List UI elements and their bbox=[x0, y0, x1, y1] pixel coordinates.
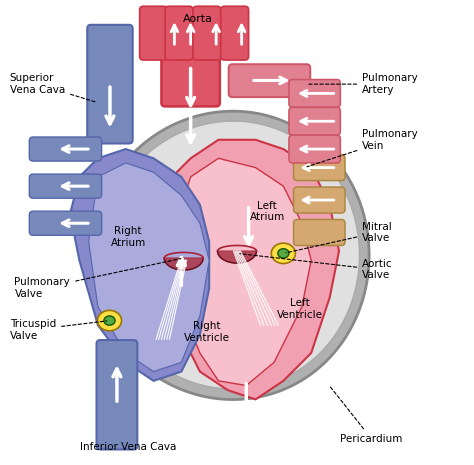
Polygon shape bbox=[218, 251, 256, 263]
Text: Right
Atrium: Right Atrium bbox=[110, 226, 146, 248]
Polygon shape bbox=[164, 258, 203, 270]
Text: Inferior Vena Cava: Inferior Vena Cava bbox=[80, 442, 176, 452]
Text: Aorta: Aorta bbox=[182, 14, 213, 24]
FancyBboxPatch shape bbox=[97, 340, 137, 450]
FancyBboxPatch shape bbox=[289, 135, 340, 163]
FancyBboxPatch shape bbox=[293, 155, 345, 180]
Ellipse shape bbox=[278, 249, 289, 258]
Polygon shape bbox=[70, 149, 209, 381]
FancyBboxPatch shape bbox=[29, 174, 101, 198]
FancyBboxPatch shape bbox=[293, 219, 345, 246]
Text: Pulmonary
Artery: Pulmonary Artery bbox=[307, 73, 418, 95]
Polygon shape bbox=[172, 158, 311, 385]
Ellipse shape bbox=[271, 243, 295, 264]
FancyBboxPatch shape bbox=[293, 187, 345, 213]
Text: Left
Ventricle: Left Ventricle bbox=[277, 298, 323, 320]
Text: Mitral
Valve: Mitral Valve bbox=[286, 222, 392, 253]
Text: Aortic
Valve: Aortic Valve bbox=[240, 254, 393, 280]
FancyBboxPatch shape bbox=[228, 64, 310, 97]
Text: Right
Ventricle: Right Ventricle bbox=[184, 321, 230, 343]
FancyBboxPatch shape bbox=[221, 6, 248, 60]
Text: Pericardium: Pericardium bbox=[329, 385, 402, 444]
Text: Pulmonary
Vein: Pulmonary Vein bbox=[307, 129, 418, 167]
FancyBboxPatch shape bbox=[87, 25, 133, 144]
FancyBboxPatch shape bbox=[165, 6, 193, 60]
FancyBboxPatch shape bbox=[29, 211, 101, 235]
Polygon shape bbox=[154, 140, 339, 399]
FancyBboxPatch shape bbox=[29, 137, 101, 161]
Polygon shape bbox=[89, 163, 209, 372]
Text: Left
Atrium: Left Atrium bbox=[249, 201, 285, 222]
Text: Tricuspid
Valve: Tricuspid Valve bbox=[10, 319, 107, 341]
FancyBboxPatch shape bbox=[162, 11, 220, 106]
Text: Superior
Vena Cava: Superior Vena Cava bbox=[10, 73, 95, 102]
FancyBboxPatch shape bbox=[289, 107, 340, 135]
Ellipse shape bbox=[104, 316, 115, 325]
Text: Pulmonary
Valve: Pulmonary Valve bbox=[15, 259, 181, 299]
FancyBboxPatch shape bbox=[140, 6, 167, 60]
Polygon shape bbox=[102, 121, 359, 389]
Polygon shape bbox=[91, 111, 369, 399]
Ellipse shape bbox=[98, 310, 121, 331]
FancyBboxPatch shape bbox=[289, 80, 340, 107]
FancyBboxPatch shape bbox=[193, 6, 221, 60]
